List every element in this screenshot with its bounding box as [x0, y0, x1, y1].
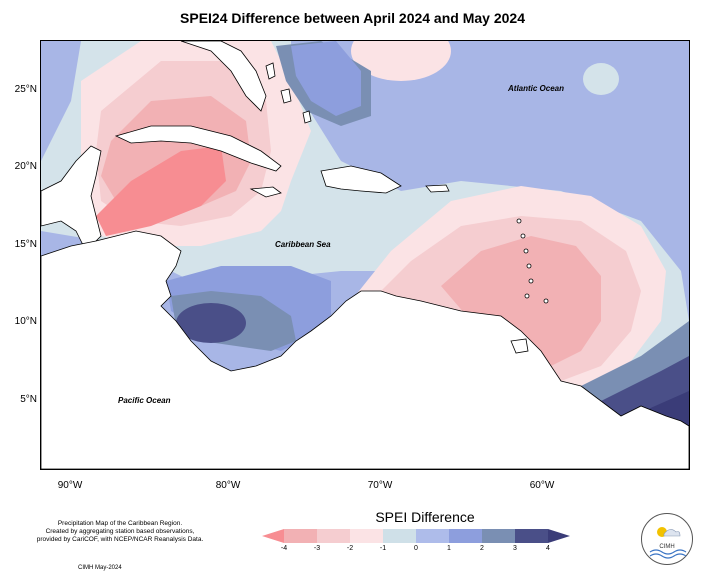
legend-swatch-max-arrow: [548, 529, 570, 543]
lat-label-20n: 20°N: [14, 161, 37, 172]
positive-zone-west: [41, 41, 81, 161]
puerto-rico-landmass: [425, 184, 450, 193]
positive-zone-sw-core: [176, 303, 246, 343]
negative-zone-west-core: [96, 146, 226, 236]
lesser-antilles-island: [526, 263, 532, 269]
legend-swatch: [449, 529, 482, 543]
lat-label-25n: 25°N: [14, 84, 37, 95]
legend-tick-label: -3: [313, 545, 321, 552]
credit-text: Precipitation Map of the Caribbean Regio…: [20, 520, 220, 544]
lat-label-5n: 5°N: [20, 394, 37, 405]
legend-tick-label: 3: [513, 545, 517, 552]
credit-line: provided by CariCOF, with NCEP/NCAR Rean…: [36, 536, 204, 543]
cuba-landmass: [114, 125, 282, 172]
legend-tick-label: 0: [414, 545, 418, 552]
land-masses: [41, 41, 689, 469]
lesser-antilles-island: [523, 248, 529, 254]
legend-tick-label: -1: [379, 545, 387, 552]
legend-swatch: [515, 529, 548, 543]
positive-zone-bahamas-inner: [291, 41, 361, 116]
jamaica-landmass: [249, 186, 282, 198]
legend-tick-label: -2: [346, 545, 354, 552]
legend-tick-label: -4: [280, 545, 288, 552]
bahamas-landmass: [302, 110, 312, 124]
legend-swatch-min-arrow: [262, 529, 284, 543]
legend-swatch: [317, 529, 350, 543]
credit-date: CIMH May-2024: [78, 565, 122, 571]
near-zero-bubble: [583, 63, 619, 95]
yucatan-landmass: [41, 145, 102, 252]
lesser-antilles-island: [543, 298, 549, 304]
lon-label-60w: 60°W: [529, 480, 555, 491]
lesser-antilles-island: [524, 293, 530, 299]
logo-graphic: [649, 527, 687, 559]
lon-label-90w: 90°W: [57, 480, 83, 491]
legend-swatch: [350, 529, 383, 543]
credit-line: Precipitation Map of the Caribbean Regio…: [57, 520, 183, 527]
legend-colorbar: [262, 529, 570, 543]
legend-tick-label: 2: [480, 545, 484, 552]
pacific-ocean-label: Pacific Ocean: [118, 396, 171, 405]
logo-text: CIMH: [659, 544, 675, 550]
negative-zone-east-strong: [441, 236, 601, 366]
cimh-logo: CIMH: [641, 513, 693, 565]
lesser-antilles-island: [520, 233, 526, 239]
legend-swatch: [416, 529, 449, 543]
lon-label-80w: 80°W: [215, 480, 241, 491]
legend-swatch: [383, 529, 416, 543]
cloud-icon: [663, 529, 681, 537]
map-title: SPEI24 Difference between April 2024 and…: [180, 10, 525, 26]
legend-swatch: [482, 529, 515, 543]
caribbean-sea-label: Caribbean Sea: [275, 240, 331, 249]
lesser-antilles-island: [528, 278, 534, 284]
central-south-america-landmass: [41, 230, 689, 469]
lat-label-15n: 15°N: [14, 239, 37, 250]
map-panel: [40, 40, 690, 470]
lon-label-70w: 70°W: [367, 480, 393, 491]
atlantic-ocean-label: Atlantic Ocean: [508, 84, 565, 93]
bahamas-landmass: [280, 88, 292, 104]
legend-title: SPEI Difference: [375, 509, 475, 525]
legend-tick-label: 1: [447, 545, 451, 552]
negative-zone-north: [351, 41, 451, 81]
trinidad-landmass: [510, 338, 529, 354]
wave-icon: [649, 549, 687, 555]
legend-swatch: [284, 529, 317, 543]
credit-line: Created by aggregating station based obs…: [45, 528, 195, 535]
legend-tick-label: 4: [546, 545, 550, 552]
florida-landmass: [180, 41, 267, 112]
lesser-antilles-island: [516, 218, 522, 224]
hispaniola-landmass: [320, 165, 402, 194]
wave-icon: [649, 553, 687, 559]
lat-label-10n: 10°N: [14, 316, 37, 327]
spei-contour-map: [41, 41, 689, 469]
bahamas-landmass: [265, 62, 276, 80]
